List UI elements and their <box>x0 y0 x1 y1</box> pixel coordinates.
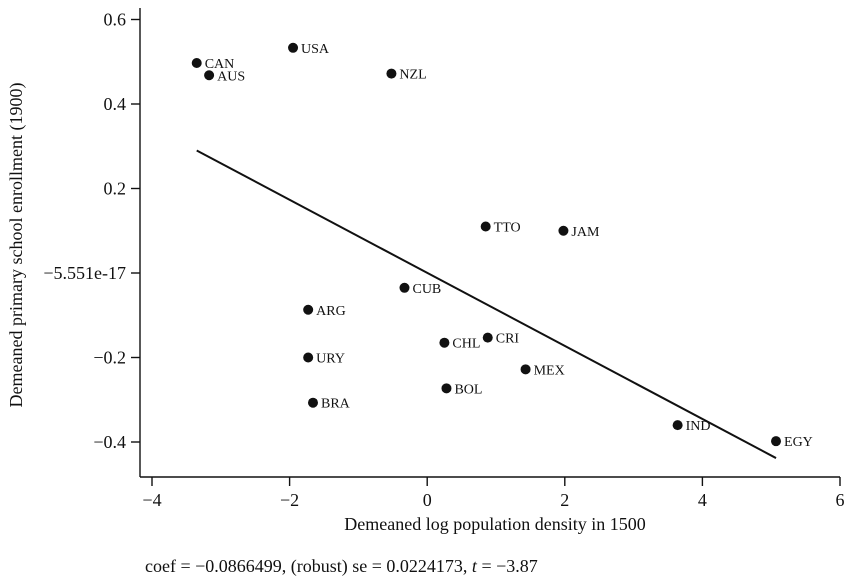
point-label-cri: CRI <box>496 332 520 347</box>
y-tick-label: 0.4 <box>104 94 127 114</box>
point-label-arg: ARG <box>316 304 346 319</box>
x-tick-label: −2 <box>280 490 299 510</box>
y-axis-title: Demeaned primary school enrollment (1900… <box>6 83 27 408</box>
x-tick-label: −4 <box>142 490 161 510</box>
y-tick-label: −0.4 <box>93 432 126 452</box>
data-point-jam <box>558 225 569 236</box>
point-label-ind: IND <box>686 419 711 434</box>
point-label-egy: EGY <box>784 435 813 450</box>
data-point-egy <box>771 436 782 447</box>
point-label-tto: TTO <box>494 221 521 236</box>
y-tick-label: 0.2 <box>104 179 127 199</box>
data-point-bol <box>441 383 452 394</box>
y-tick-label: −0.2 <box>93 348 126 368</box>
point-label-chl: CHL <box>452 337 480 352</box>
data-point-arg <box>303 304 314 315</box>
data-point-aus <box>204 70 215 81</box>
regression-fit-line <box>196 149 777 459</box>
x-tick-label: 0 <box>423 490 432 510</box>
footnote-t-symbol: t <box>472 556 478 576</box>
point-label-can: CAN <box>205 57 235 72</box>
x-axis-title: Demeaned log population density in 1500 <box>344 514 645 534</box>
point-label-jam: JAM <box>571 225 600 240</box>
x-axis: −4 −2 0 2 4 6 <box>140 476 845 510</box>
point-label-nzl: NZL <box>399 68 426 83</box>
footnote-coef-se: coef = −0.0866499, (robust) se = 0.02241… <box>145 556 472 577</box>
data-point-ury <box>303 352 314 363</box>
regression-footnote: coef = −0.0866499, (robust) se = 0.02241… <box>145 556 538 577</box>
point-label-bra: BRA <box>321 397 351 412</box>
point-label-bol: BOL <box>454 382 482 397</box>
data-point-chl <box>439 337 450 348</box>
x-tick-label: 4 <box>698 490 707 510</box>
fit-line-group <box>196 149 777 459</box>
data-point-mex <box>520 364 531 375</box>
point-label-usa: USA <box>301 42 330 57</box>
y-tick-label: 0.6 <box>104 10 127 30</box>
point-label-aus: AUS <box>217 69 245 84</box>
point-label-mex: MEX <box>534 363 565 378</box>
data-point-nzl <box>386 68 397 79</box>
data-point-ind <box>672 420 683 431</box>
y-axis: 0.6 0.4 0.2 −5.551e-17 −0.2 −0.4 <box>43 8 141 477</box>
x-tick-label: 2 <box>560 490 569 510</box>
footnote-t-value: = −3.87 <box>477 556 538 576</box>
data-point-usa <box>288 42 299 53</box>
x-tick-label: 6 <box>836 490 845 510</box>
point-label-ury: URY <box>316 352 345 367</box>
data-point-bra <box>307 397 318 408</box>
data-point-cri <box>482 332 493 343</box>
y-tick-label: −5.551e-17 <box>43 263 126 283</box>
data-point-can <box>191 58 202 69</box>
point-label-cub: CUB <box>412 282 441 297</box>
data-point-tto <box>480 221 491 232</box>
data-point-cub <box>399 282 410 293</box>
